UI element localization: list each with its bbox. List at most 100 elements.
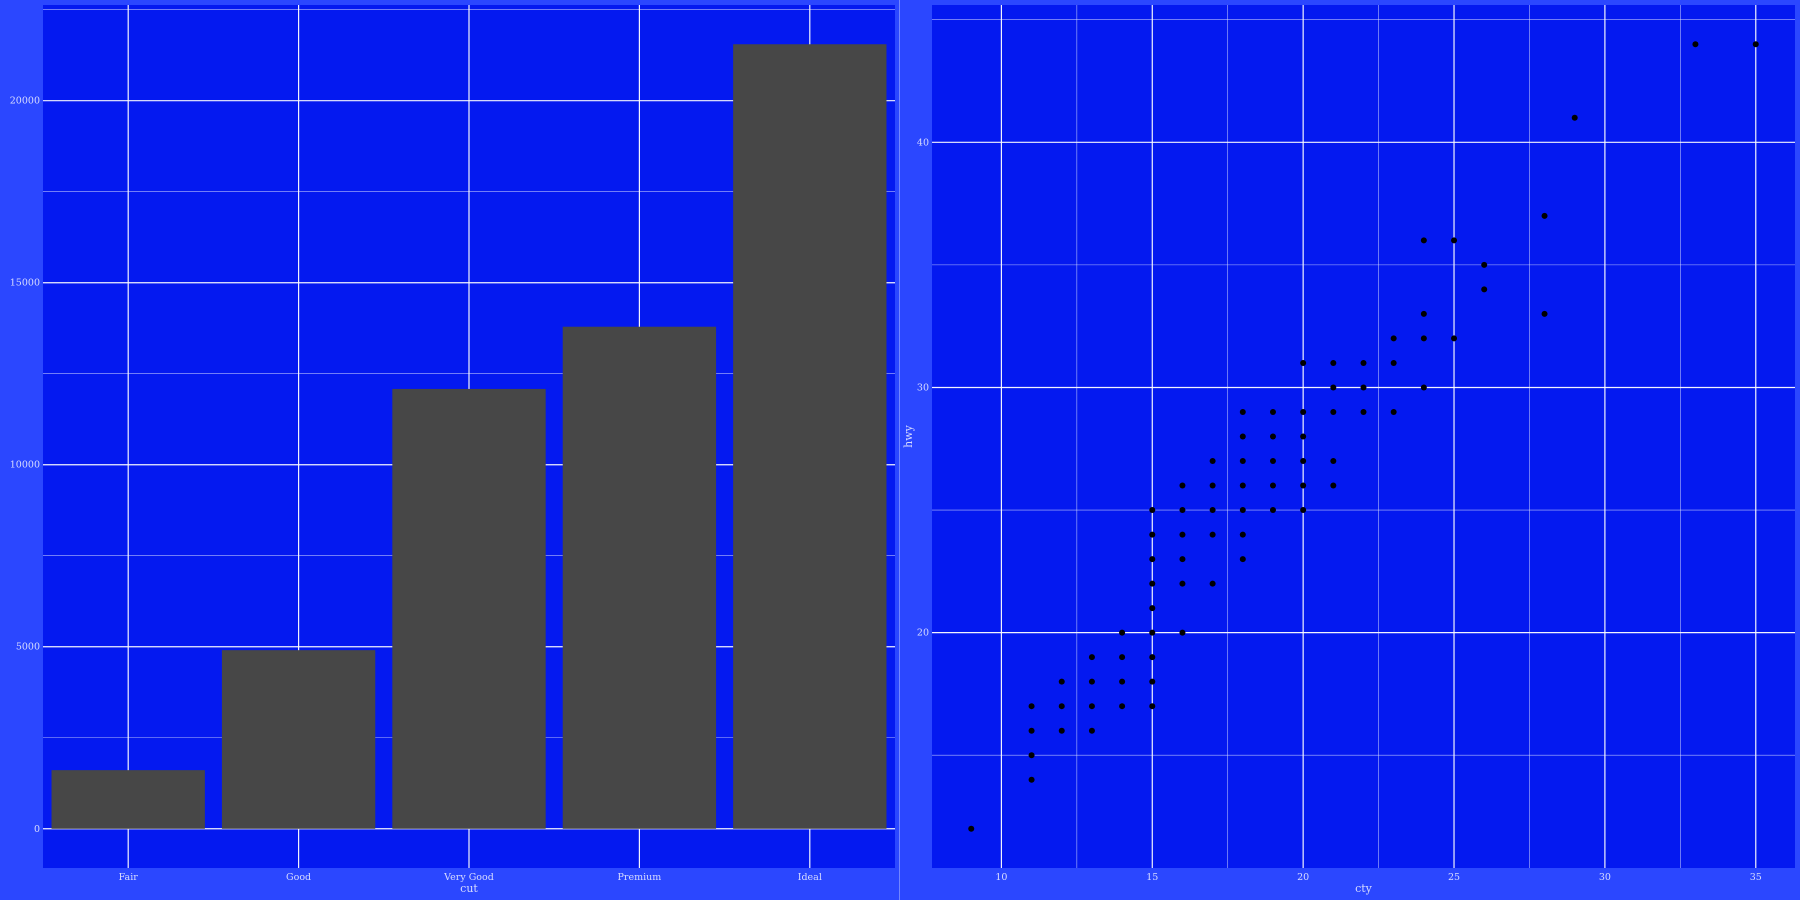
data-point: [1149, 580, 1156, 587]
data-point: [1028, 727, 1035, 734]
x-axis-title: cty: [1355, 882, 1373, 895]
data-point: [1481, 286, 1488, 293]
x-tick-label: Good: [286, 872, 311, 883]
bar-premium: [562, 326, 717, 829]
data-point: [1149, 678, 1156, 685]
data-point: [1300, 433, 1307, 440]
data-point: [1088, 654, 1095, 661]
x-tick-label: Ideal: [798, 872, 822, 883]
scatter-chart: 10 15 20 25 30 35 20 30 40 cty hwy: [902, 5, 1795, 895]
data-point: [1330, 458, 1337, 465]
y-axis-title: hwy: [902, 424, 915, 448]
data-point: [1239, 507, 1246, 514]
bar-good: [221, 650, 376, 829]
data-point: [1541, 310, 1548, 317]
y-tick-label: 30: [917, 382, 929, 393]
data-point: [1541, 212, 1548, 219]
y-tick-label: 20000: [10, 96, 40, 107]
data-point: [1451, 237, 1458, 244]
data-point: [1179, 531, 1186, 538]
data-point: [1390, 408, 1397, 415]
plot-area: [932, 5, 1795, 868]
data-point: [1330, 384, 1337, 391]
x-tick-label: 25: [1448, 872, 1460, 883]
data-point: [1149, 654, 1156, 661]
data-point: [1179, 556, 1186, 563]
data-point: [1239, 531, 1246, 538]
data-point: [1149, 507, 1156, 514]
data-point: [1360, 359, 1367, 366]
data-point: [1300, 507, 1307, 514]
data-point: [1149, 556, 1156, 563]
x-tick-label: 15: [1146, 872, 1158, 883]
data-point: [1330, 482, 1337, 489]
data-point: [1269, 408, 1276, 415]
data-point: [1269, 507, 1276, 514]
data-point: [1390, 335, 1397, 342]
data-point: [1752, 41, 1759, 48]
bar-ideal: [733, 44, 887, 829]
data-point: [1239, 556, 1246, 563]
scatter-chart-panel: 10 15 20 25 30 35 20 30 40 cty hwy: [900, 0, 1800, 900]
data-point: [968, 825, 975, 832]
data-point: [1028, 776, 1035, 783]
data-point: [1149, 629, 1156, 636]
data-point: [1209, 458, 1216, 465]
data-point: [1451, 335, 1458, 342]
data-point: [1481, 261, 1488, 268]
y-tick-label: 40: [917, 137, 929, 148]
data-point: [1239, 408, 1246, 415]
data-point: [1420, 237, 1427, 244]
data-point: [1179, 507, 1186, 514]
data-point: [1239, 458, 1246, 465]
data-point: [1300, 482, 1307, 489]
bar-fair: [51, 770, 205, 829]
bar-very-good: [392, 388, 546, 829]
data-point: [1179, 629, 1186, 636]
data-point: [1119, 678, 1126, 685]
x-tick-label: Very Good: [443, 872, 494, 883]
data-point: [1330, 359, 1337, 366]
data-point: [1269, 458, 1276, 465]
data-point: [1149, 605, 1156, 612]
data-point: [1269, 433, 1276, 440]
data-point: [1571, 114, 1578, 121]
data-point: [1420, 335, 1427, 342]
data-point: [1179, 580, 1186, 587]
x-axis-title: cut: [460, 882, 478, 895]
data-point: [1209, 507, 1216, 514]
data-point: [1239, 482, 1246, 489]
data-point: [1420, 384, 1427, 391]
data-point: [1360, 384, 1367, 391]
data-point: [1209, 580, 1216, 587]
data-point: [1209, 482, 1216, 489]
x-tick-label: 35: [1750, 872, 1762, 883]
data-point: [1179, 482, 1186, 489]
data-point: [1300, 408, 1307, 415]
data-point: [1692, 41, 1699, 48]
data-point: [1119, 703, 1126, 710]
data-point: [1149, 703, 1156, 710]
y-tick-label: 20: [917, 628, 929, 639]
y-tick-label: 0: [34, 824, 40, 835]
data-point: [1058, 703, 1065, 710]
bar-chart: 0 5000 10000 15000 20000 Fair Good Very Good Pre…: [10, 5, 895, 895]
x-tick-label: 20: [1297, 872, 1309, 883]
data-point: [1239, 433, 1246, 440]
data-point: [1088, 703, 1095, 710]
data-point: [1119, 654, 1126, 661]
data-point: [1058, 678, 1065, 685]
data-point: [1390, 359, 1397, 366]
y-tick-label: 5000: [16, 642, 40, 653]
data-point: [1360, 408, 1367, 415]
y-tick-label: 15000: [10, 278, 40, 289]
data-point: [1300, 359, 1307, 366]
data-point: [1209, 531, 1216, 538]
bar-chart-panel: 0 5000 10000 15000 20000 Fair Good Very Good Pre…: [9, 5, 895, 895]
y-tick-label: 10000: [10, 460, 40, 471]
data-point: [1330, 408, 1337, 415]
data-point: [1028, 703, 1035, 710]
data-point: [1269, 482, 1276, 489]
data-point: [1149, 531, 1156, 538]
data-point: [1420, 310, 1427, 317]
